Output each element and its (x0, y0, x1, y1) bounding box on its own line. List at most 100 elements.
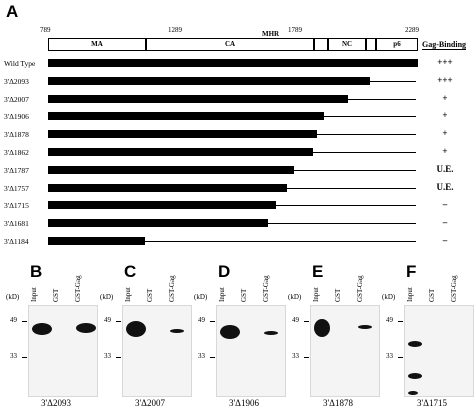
mw-tick (210, 321, 215, 322)
mw-marker-33: 33 (104, 352, 111, 360)
protein-band (358, 325, 372, 329)
kd-unit-label: (kD) (382, 293, 396, 301)
mw-marker-33: 33 (10, 352, 17, 360)
lane-label: GST-Gag (450, 275, 458, 302)
lane-label: GST-Gag (168, 275, 176, 302)
mw-tick (22, 321, 27, 322)
lane-label: GST-Gag (262, 275, 270, 302)
domain-p6-label: p6 (393, 40, 401, 48)
lane-label: GST-Gag (356, 275, 364, 302)
gag-binding-value: – (442, 199, 448, 210)
gag-binding-value: + (442, 110, 448, 121)
construct-bar (48, 76, 370, 85)
construct-label: 3'Δ1878 (4, 130, 29, 140)
mw-tick (116, 357, 121, 358)
protein-band (32, 323, 52, 335)
gag-binding-value: + (442, 146, 448, 156)
construct-label: 3'Δ1757 (4, 183, 29, 193)
lane-label: Input (30, 287, 38, 302)
western-blot-image (216, 305, 286, 397)
mw-marker-49: 49 (292, 316, 299, 324)
construct-bar (48, 183, 287, 192)
construct-label: 3'Δ2007 (4, 94, 29, 104)
blot-caption: 3'Δ2093 (41, 398, 71, 408)
lane-label: Input (124, 287, 132, 302)
kd-unit-label: (kD) (100, 293, 114, 301)
gag-binding-header: Gag-Binding (422, 40, 467, 50)
panel-b-letter: B (30, 262, 43, 281)
gag-binding-value: – (442, 217, 448, 228)
protein-band (76, 323, 96, 333)
mw-marker-33: 33 (292, 352, 299, 360)
mhr-label: MHR (262, 30, 280, 38)
position-2289: 2289 (405, 26, 419, 34)
lane-label: GST-Gag (74, 275, 82, 302)
mw-tick (398, 321, 403, 322)
mw-marker-33: 33 (386, 352, 393, 360)
protein-band (126, 321, 146, 337)
construct-label: 3'Δ1862 (4, 148, 29, 157)
lane-label: Input (218, 287, 226, 302)
construct-bar (48, 112, 324, 121)
mw-marker-49: 49 (198, 316, 205, 324)
panel-c-letter: C (124, 262, 137, 281)
mw-tick (22, 357, 27, 358)
mw-marker-49: 49 (386, 316, 393, 324)
domain-spacer (314, 38, 328, 51)
construct-bar (48, 94, 349, 103)
domain-nc-label: NC (341, 40, 353, 48)
gag-binding-value: + (442, 92, 448, 103)
domain-nc (328, 38, 366, 51)
gag-binding-value: + (442, 128, 448, 139)
kd-unit-label: (kD) (6, 293, 20, 301)
construct-bar (48, 59, 418, 67)
construct-label: Wild Type (4, 59, 36, 68)
gag-binding-value: – (442, 235, 448, 245)
mw-tick (304, 357, 309, 358)
domain-p6 (376, 38, 418, 51)
lane-label: GST (146, 288, 154, 302)
gag-binding-value: +++ (437, 57, 453, 67)
western-blot-image (122, 305, 192, 397)
blot-caption: 3'Δ1715 (417, 398, 447, 408)
lane-label: GST (334, 288, 342, 302)
panel-d-letter: D (218, 262, 231, 281)
protein-band (170, 329, 184, 333)
construct-label: 3'Δ1715 (4, 201, 29, 211)
kd-unit-label: (kD) (194, 293, 208, 301)
mw-marker-33: 33 (198, 352, 205, 360)
mw-marker-49: 49 (104, 316, 111, 324)
kd-unit-label: (kD) (288, 293, 302, 301)
gag-binding-value: +++ (437, 74, 453, 85)
lane-label: Input (312, 287, 320, 302)
protein-band (264, 331, 278, 335)
gag-binding-value: U.E. (436, 181, 454, 192)
protein-band (408, 341, 422, 347)
lane-label: GST (240, 288, 248, 302)
position-789: 789 (40, 26, 51, 34)
construct-bar (48, 219, 269, 228)
domain-spacer2 (366, 38, 376, 51)
position-1289: 1289 (168, 26, 182, 34)
construct-label: 3'Δ1184 (4, 237, 29, 246)
position-1789: 1789 (288, 26, 302, 34)
construct-label: 3'Δ1787 (4, 165, 29, 175)
mw-tick (116, 321, 121, 322)
lane-label: GST (428, 288, 436, 302)
gag-binding-value: U.E. (436, 163, 454, 174)
lane-label: Input (406, 287, 414, 302)
construct-bar (48, 165, 295, 174)
construct-label: 3'Δ1906 (4, 112, 29, 122)
lane-label: GST (52, 288, 60, 302)
protein-band (220, 325, 240, 339)
mw-tick (304, 321, 309, 322)
protein-band (408, 373, 422, 379)
western-blot-image (28, 305, 98, 397)
domain-ma (48, 38, 146, 51)
domain-ma-label: MA (91, 40, 103, 48)
domain-ca-label: CA (224, 40, 236, 48)
construct-bar (48, 148, 313, 156)
construct-label: 3'Δ1681 (4, 219, 29, 229)
panel-f-letter: F (406, 262, 417, 281)
mw-tick (210, 357, 215, 358)
